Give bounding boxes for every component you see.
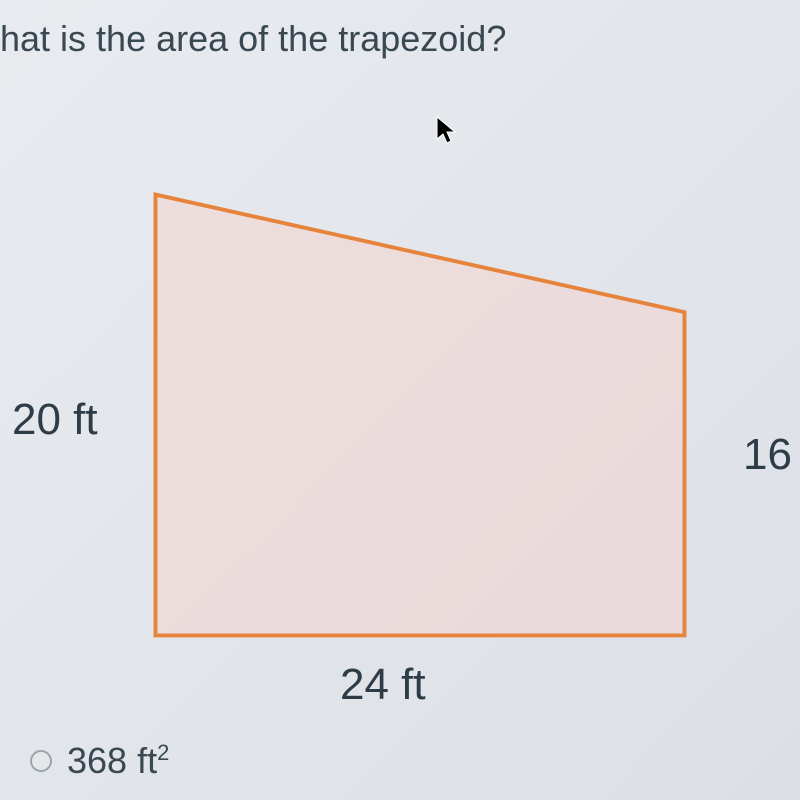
label-bottom-side: 24 ft — [340, 660, 426, 710]
question-text: hat is the area of the trapezoid? — [0, 18, 506, 60]
radio-button-icon[interactable] — [30, 750, 52, 772]
answer-value: 368 ft — [67, 740, 157, 781]
label-right-side: 16 — [743, 430, 792, 480]
answer-superscript: 2 — [157, 740, 169, 765]
trapezoid-diagram — [135, 175, 705, 655]
answer-option-text: 368 ft2 — [67, 740, 169, 782]
trapezoid-shape — [135, 175, 705, 655]
label-left-side: 20 ft — [12, 395, 98, 445]
answer-option-row[interactable]: 368 ft2 — [30, 740, 169, 782]
mouse-cursor — [435, 115, 459, 147]
